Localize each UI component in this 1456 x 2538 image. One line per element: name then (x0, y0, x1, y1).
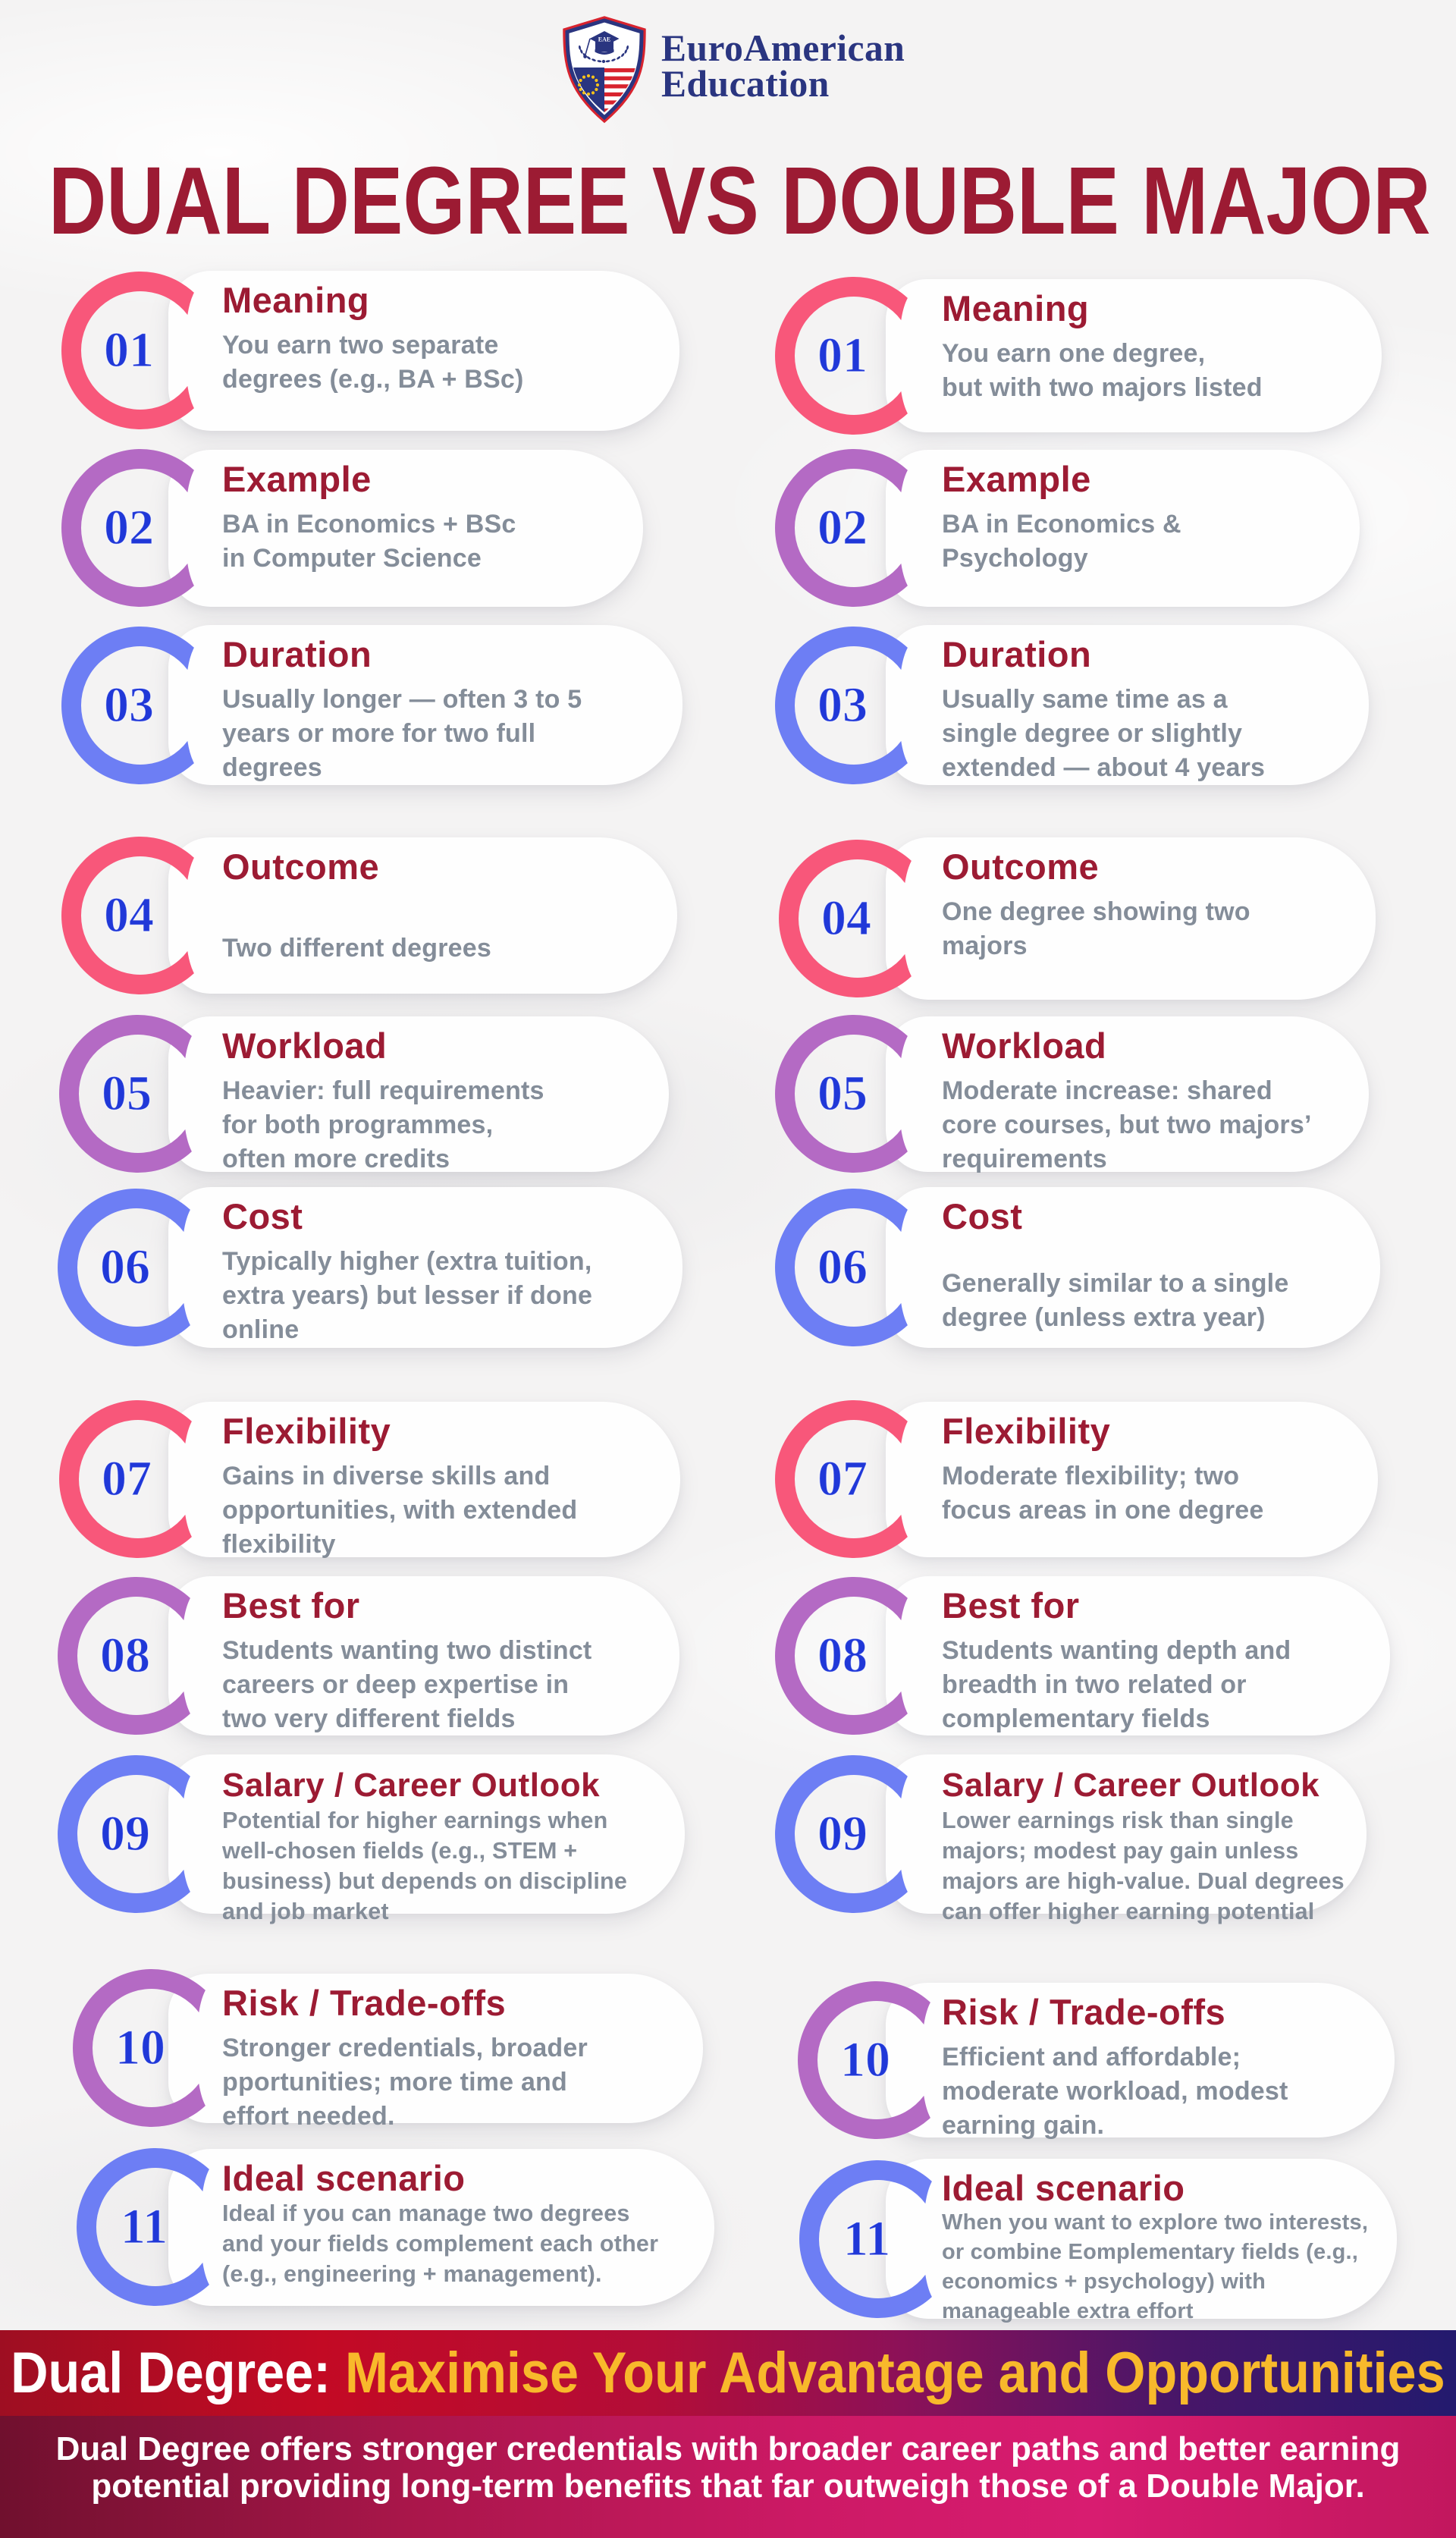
svg-text:EAE: EAE (598, 36, 610, 43)
